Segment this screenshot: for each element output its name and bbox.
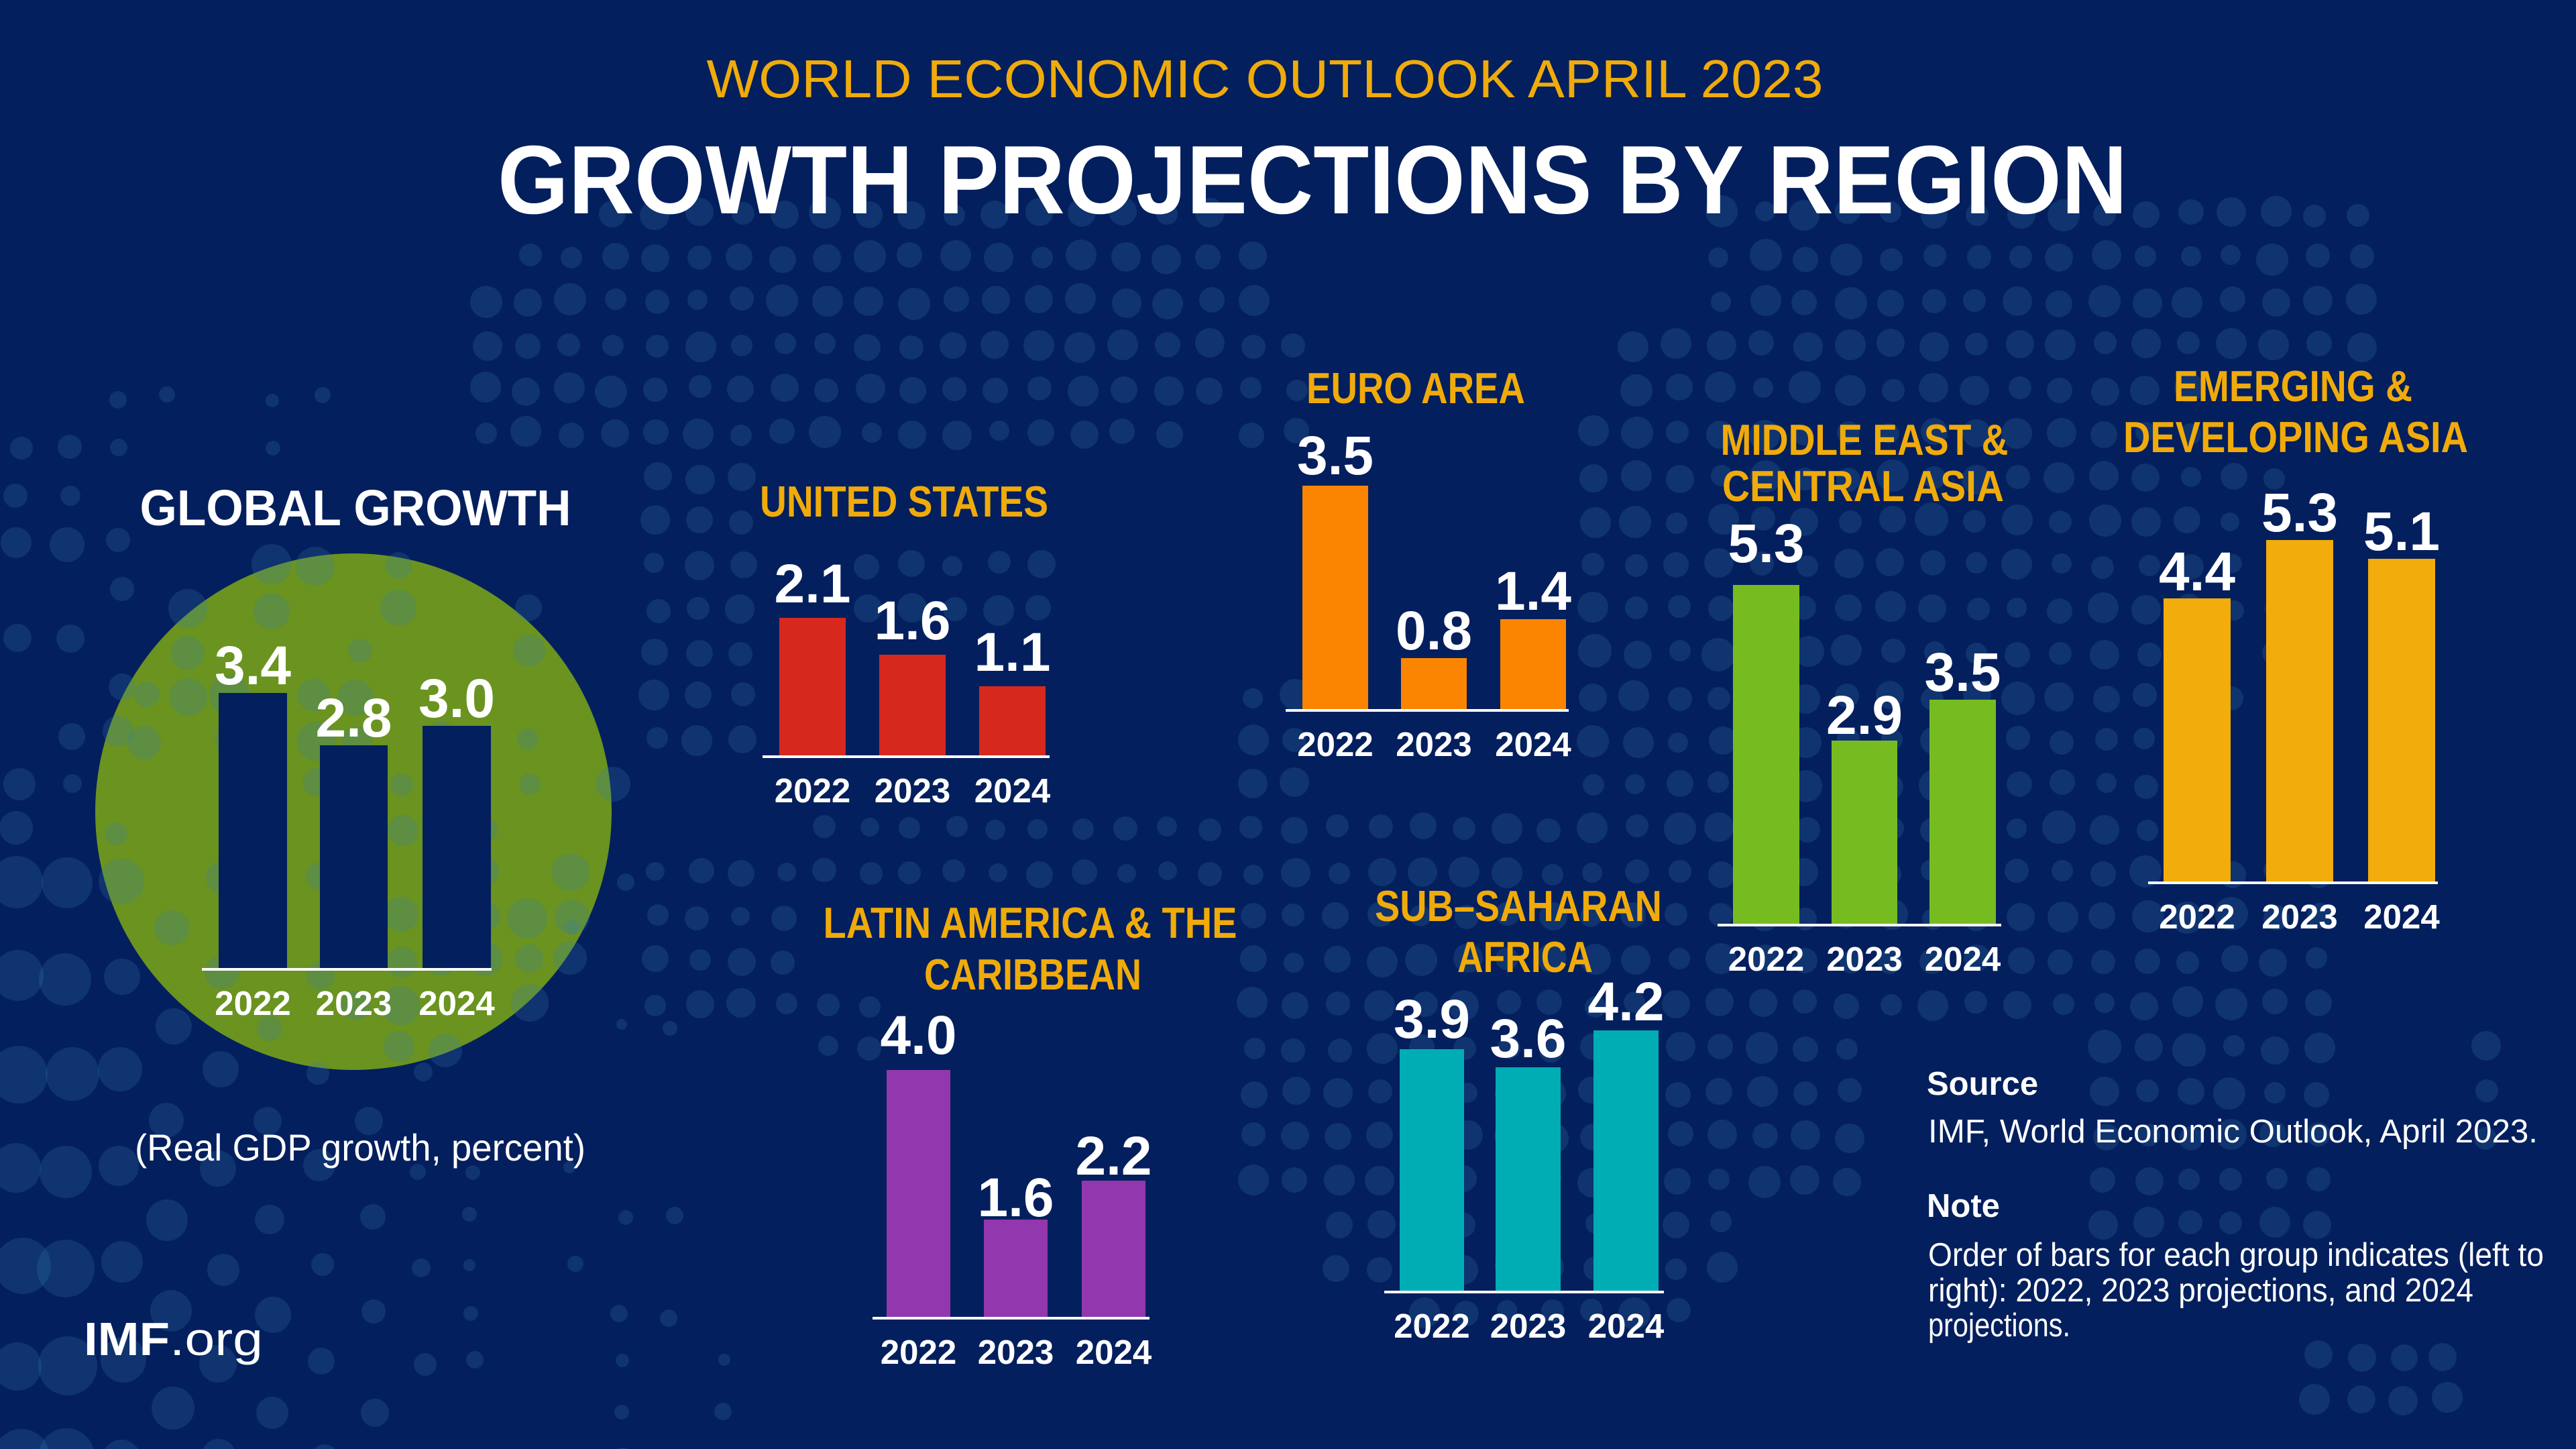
svg-text:4.4: 4.4 <box>2159 541 2235 602</box>
svg-text:2024: 2024 <box>1076 1333 1152 1371</box>
svg-text:2023: 2023 <box>1490 1307 1566 1345</box>
svg-text:3.6: 3.6 <box>1490 1008 1567 1069</box>
svg-text:2022: 2022 <box>1728 940 1804 978</box>
svg-text:3.9: 3.9 <box>1394 989 1470 1050</box>
svg-text:2.8: 2.8 <box>316 688 392 749</box>
svg-text:SUB–SAHARAN: SUB–SAHARAN <box>1375 881 1662 930</box>
svg-text:IMF, World Economic Outlook, A: IMF, World Economic Outlook, April 2023. <box>1928 1114 2538 1150</box>
svg-text:(Real GDP growth, percent): (Real GDP growth, percent) <box>135 1126 585 1169</box>
svg-text:3.5: 3.5 <box>1297 425 1374 486</box>
svg-text:2024: 2024 <box>418 984 495 1022</box>
svg-text:2.2: 2.2 <box>1076 1126 1152 1187</box>
svg-text:2022: 2022 <box>775 771 850 810</box>
svg-text:CENTRAL ASIA: CENTRAL ASIA <box>1722 462 2004 511</box>
svg-text:4.0: 4.0 <box>881 1005 957 1066</box>
svg-text:projections.: projections. <box>1928 1307 2070 1344</box>
svg-text:2.9: 2.9 <box>1826 685 1903 746</box>
svg-text:3.4: 3.4 <box>215 635 291 696</box>
svg-text:right): 2022, 2023 projections: right): 2022, 2023 projections, and 2024 <box>1928 1273 2473 1309</box>
svg-text:4.2: 4.2 <box>1588 971 1665 1032</box>
svg-text:CARIBBEAN: CARIBBEAN <box>924 950 1141 999</box>
svg-text:2022: 2022 <box>1297 725 1373 763</box>
svg-text:5.3: 5.3 <box>1728 513 1805 574</box>
svg-text:EURO AREA: EURO AREA <box>1306 364 1525 413</box>
svg-text:2023: 2023 <box>316 984 392 1022</box>
svg-text:GLOBAL GROWTH: GLOBAL GROWTH <box>140 480 571 536</box>
svg-text:LATIN AMERICA & THE: LATIN AMERICA & THE <box>824 898 1237 947</box>
svg-text:3.0: 3.0 <box>418 668 495 729</box>
svg-text:2023: 2023 <box>978 1333 1054 1371</box>
svg-text:2023: 2023 <box>1826 940 1902 978</box>
svg-text:0.8: 0.8 <box>1396 600 1472 661</box>
svg-text:2023: 2023 <box>1396 725 1471 763</box>
svg-text:2023: 2023 <box>2261 898 2337 936</box>
svg-text:AFRICA: AFRICA <box>1457 932 1593 981</box>
svg-text:Note: Note <box>1927 1188 2000 1224</box>
svg-text:GROWTH PROJECTIONS BY REGION: GROWTH PROJECTIONS BY REGION <box>498 125 2127 234</box>
svg-text:2024: 2024 <box>1495 725 1571 763</box>
svg-text:MIDDLE EAST &: MIDDLE EAST & <box>1721 415 2009 464</box>
svg-text:2023: 2023 <box>875 771 950 810</box>
svg-text:3.5: 3.5 <box>1925 642 2001 703</box>
svg-text:UNITED STATES: UNITED STATES <box>760 477 1048 526</box>
svg-text:1.4: 1.4 <box>1495 561 1571 622</box>
svg-text:2024: 2024 <box>2363 898 2440 936</box>
svg-text:1.6: 1.6 <box>978 1167 1054 1228</box>
svg-text:2022: 2022 <box>1394 1307 1469 1345</box>
svg-text:2024: 2024 <box>974 771 1051 810</box>
svg-text:DEVELOPING ASIA: DEVELOPING ASIA <box>2123 413 2468 462</box>
svg-text:Source: Source <box>1927 1066 2038 1102</box>
svg-text:Order of bars for each group i: Order of bars for each group indicates (… <box>1928 1237 2544 1273</box>
svg-text:WORLD ECONOMIC OUTLOOK APRIL 2: WORLD ECONOMIC OUTLOOK APRIL 2023 <box>707 49 1824 109</box>
svg-text:2024: 2024 <box>1925 940 2001 978</box>
svg-text:EMERGING &: EMERGING & <box>2174 362 2412 411</box>
svg-text:2024: 2024 <box>1588 1307 1665 1345</box>
svg-text:1.6: 1.6 <box>875 590 951 651</box>
svg-text:2022: 2022 <box>881 1333 956 1371</box>
svg-text:IMF.org: IMF.org <box>84 1313 263 1365</box>
svg-text:1.1: 1.1 <box>974 622 1051 683</box>
svg-text:5.3: 5.3 <box>2261 482 2338 543</box>
svg-text:2022: 2022 <box>215 984 290 1022</box>
svg-text:5.1: 5.1 <box>2363 501 2440 562</box>
svg-text:2022: 2022 <box>2159 898 2235 936</box>
svg-text:2.1: 2.1 <box>775 553 851 614</box>
